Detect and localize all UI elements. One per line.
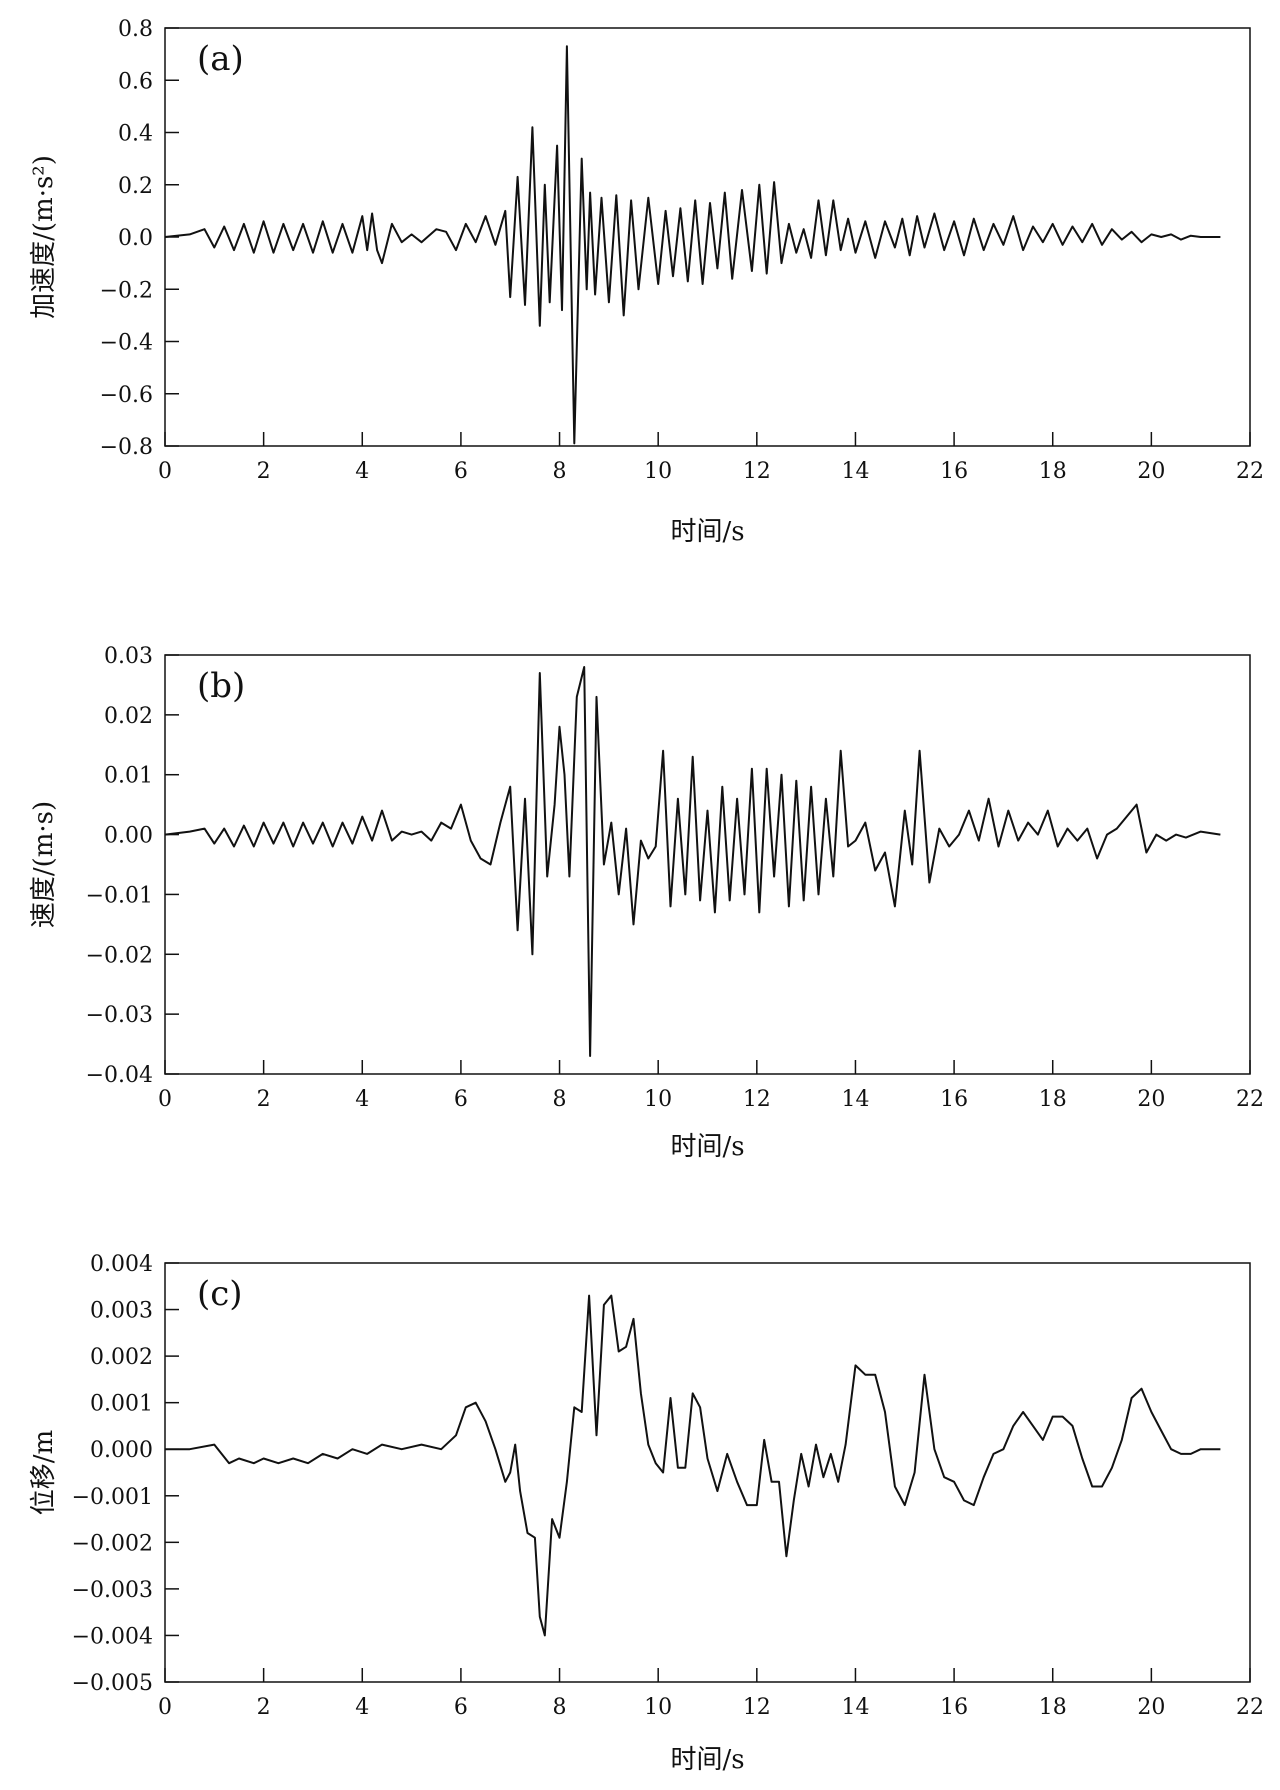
y-tick-label: 0.0 — [118, 226, 153, 251]
y-tick-label: −0.8 — [100, 435, 153, 460]
y-axis-label: 速度/(m·s) — [29, 801, 59, 928]
x-tick-label: 6 — [454, 459, 468, 484]
y-tick-label: 0.8 — [118, 17, 153, 42]
series-line — [164, 45, 1221, 445]
y-tick-label: −0.4 — [100, 331, 153, 356]
x-tick-label: 4 — [355, 1695, 369, 1720]
y-tick-label: 0.00 — [104, 824, 153, 849]
y-tick-label: −0.005 — [72, 1671, 153, 1696]
x-tick-label: 16 — [940, 1695, 968, 1720]
x-tick-label: 8 — [553, 459, 567, 484]
series-line — [164, 666, 1221, 1057]
x-tick-label: 18 — [1039, 1087, 1067, 1112]
y-tick-label: 0.4 — [118, 122, 153, 147]
x-tick-label: 6 — [454, 1087, 468, 1112]
x-tick-label: 20 — [1137, 1087, 1165, 1112]
x-tick-label: 6 — [454, 1695, 468, 1720]
plot-frame — [164, 654, 1251, 1075]
y-tick-label: 0.03 — [104, 644, 153, 669]
velocity-panel: 0 2 4 6 8 10 12 14 16 18 20 22 0.03 0.02 0.01 0.00 −0.01… — [29, 644, 1264, 1162]
x-tick-label: 4 — [355, 459, 369, 484]
y-tick-label: 0.02 — [104, 704, 153, 729]
x-tick-label: 22 — [1236, 1087, 1264, 1112]
acceleration-panel: 0 2 4 6 8 10 12 14 16 18 20 22 0.8 0.6 0.4 0.2 0.0 −0.2 −0… — [29, 17, 1264, 547]
x-tick-label: 4 — [355, 1087, 369, 1112]
x-tick-label: 18 — [1039, 459, 1067, 484]
x-tick-label: 14 — [841, 1695, 869, 1720]
x-tick-label: 10 — [644, 459, 672, 484]
x-tick-label: 8 — [553, 1087, 567, 1112]
x-tick-label: 0 — [158, 459, 172, 484]
x-axis-label: 时间/s — [670, 517, 744, 547]
y-tick-label: −0.02 — [86, 943, 153, 968]
y-tick-label: 0.000 — [90, 1438, 153, 1463]
y-axis-label: 位移/m — [29, 1430, 59, 1515]
displacement-panel: 0 2 4 6 8 10 12 14 16 18 20 22 0.004 0.003 0.002 0.001 0… — [29, 1252, 1264, 1775]
y-axis-label: 加速度/(m·s²) — [29, 155, 59, 319]
x-tick-label: 14 — [841, 1087, 869, 1112]
panel-label: (c) — [197, 1274, 243, 1314]
x-tick-label: 12 — [743, 1087, 771, 1112]
y-tick-label: −0.6 — [100, 383, 153, 408]
y-tick-label: −0.002 — [72, 1531, 153, 1556]
x-tick-label: 2 — [257, 1695, 271, 1720]
x-tick-label: 14 — [841, 459, 869, 484]
x-tick-label: 0 — [158, 1695, 172, 1720]
x-tick-label: 10 — [644, 1087, 672, 1112]
x-tick-label: 12 — [743, 459, 771, 484]
y-tick-label: 0.001 — [90, 1392, 153, 1417]
x-axis-label: 时间/s — [670, 1745, 744, 1775]
plot-frame — [164, 1262, 1251, 1683]
x-tick-label: 18 — [1039, 1695, 1067, 1720]
panel-label: (b) — [197, 666, 245, 706]
x-tick-label: 8 — [553, 1695, 567, 1720]
x-tick-label: 12 — [743, 1695, 771, 1720]
y-tick-label: 0.004 — [90, 1252, 153, 1277]
y-tick-label: −0.04 — [86, 1063, 153, 1088]
y-tick-label: −0.01 — [86, 883, 153, 908]
y-tick-label: −0.2 — [100, 278, 153, 303]
x-tick-label: 0 — [158, 1087, 172, 1112]
series-line — [165, 1294, 1221, 1637]
y-tick-label: 0.003 — [90, 1299, 153, 1324]
x-axis-label: 时间/s — [670, 1132, 744, 1162]
y-tick-label: −0.004 — [72, 1624, 153, 1649]
x-tick-label: 20 — [1137, 459, 1165, 484]
x-tick-label: 22 — [1236, 1695, 1264, 1720]
y-tick-label: 0.002 — [90, 1345, 153, 1370]
y-tick-label: −0.03 — [86, 1003, 153, 1028]
x-tick-label: 10 — [644, 1695, 672, 1720]
y-tick-label: −0.003 — [72, 1578, 153, 1603]
x-tick-label: 22 — [1236, 459, 1264, 484]
y-tick-label: 0.01 — [104, 764, 153, 789]
x-tick-label: 2 — [257, 1087, 271, 1112]
x-tick-label: 2 — [257, 459, 271, 484]
y-tick-label: −0.001 — [72, 1485, 153, 1510]
y-tick-label: 0.6 — [118, 69, 153, 94]
y-tick-label: 0.2 — [118, 174, 153, 199]
x-tick-label: 20 — [1137, 1695, 1165, 1720]
x-tick-label: 16 — [940, 1087, 968, 1112]
x-tick-label: 16 — [940, 459, 968, 484]
panel-label: (a) — [197, 39, 244, 79]
